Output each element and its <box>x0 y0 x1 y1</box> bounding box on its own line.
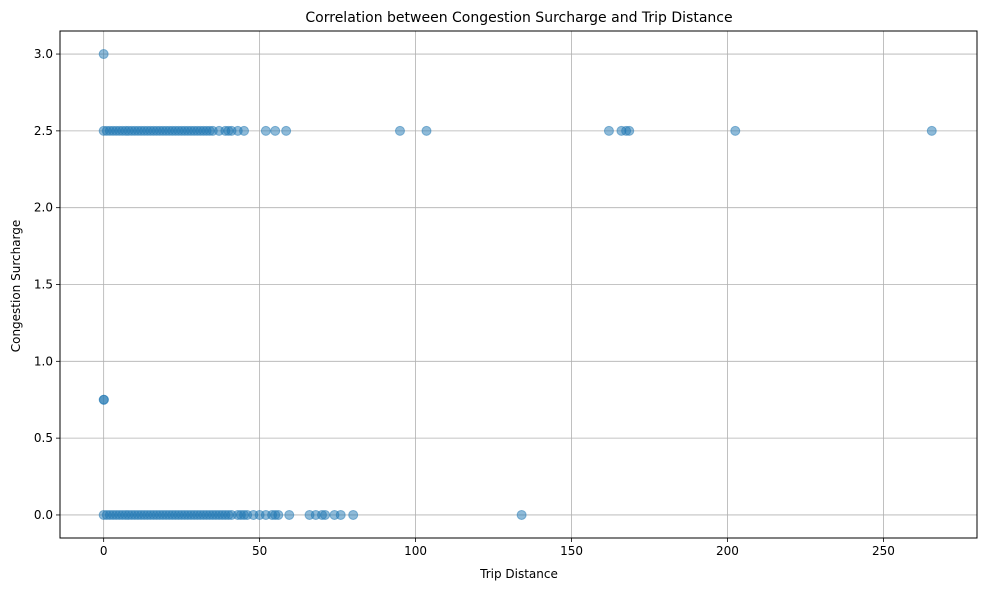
x-axis-label: Trip Distance <box>479 567 558 581</box>
y-tick-label: 3.0 <box>34 47 53 61</box>
y-tick-label: 2.5 <box>34 124 53 138</box>
x-tick-label: 50 <box>252 544 267 558</box>
scatter-point <box>730 125 741 136</box>
x-tick-label: 200 <box>716 544 739 558</box>
scatter-point <box>394 125 405 136</box>
y-axis-label: Congestion Surcharge <box>9 220 23 353</box>
scatter-point <box>284 509 295 520</box>
scatter-point <box>273 509 284 520</box>
x-tick-label: 100 <box>404 544 427 558</box>
x-tick-label: 150 <box>560 544 583 558</box>
scatter-point <box>281 125 292 136</box>
scatter-point <box>624 125 635 136</box>
x-tick-label: 0 <box>100 544 108 558</box>
scatter-point <box>516 509 527 520</box>
data-points <box>98 49 937 520</box>
scatter-point <box>348 509 359 520</box>
scatter-point <box>270 125 281 136</box>
y-tick-label: 2.0 <box>34 201 53 215</box>
scatter-point <box>421 125 432 136</box>
y-tick-label: 0.0 <box>34 508 53 522</box>
axis-ticks: 0 50 100 150 200 250 0.0 0.5 1.0 1.5 2.0 2.5 3.0 <box>34 47 895 558</box>
y-tick-label: 1.5 <box>34 278 53 292</box>
y-tick-label: 1.0 <box>34 354 53 368</box>
scatter-point <box>98 49 109 60</box>
scatter-point <box>98 394 109 405</box>
x-tick-label: 250 <box>872 544 895 558</box>
scatter-point <box>926 125 937 136</box>
chart-title: Correlation between Congestion Surcharge… <box>305 10 732 26</box>
scatter-point <box>335 509 346 520</box>
scatter-point <box>320 509 331 520</box>
scatter-point <box>603 125 614 136</box>
scatter-point <box>239 125 250 136</box>
scatter-point <box>260 125 271 136</box>
y-tick-label: 0.5 <box>34 431 53 445</box>
